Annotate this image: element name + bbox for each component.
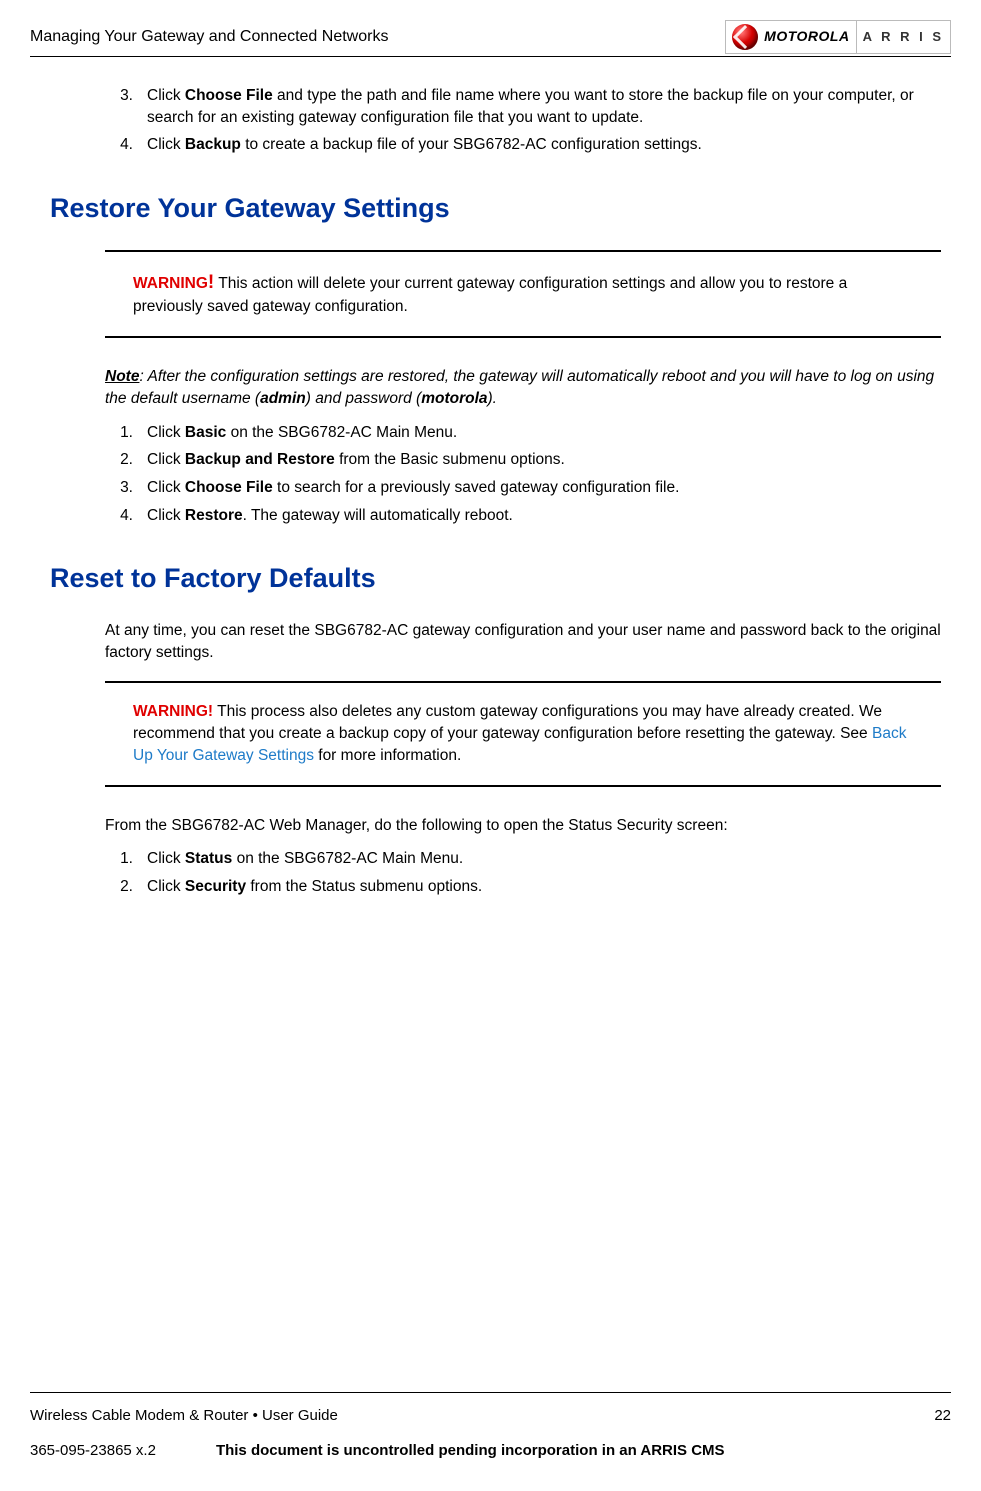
- footer-doc-number: 365-095-23865 x.2: [30, 1440, 156, 1461]
- list-item: 4. Click Backup to create a backup file …: [133, 134, 941, 156]
- step-text-suffix: on the SBG6782-AC Main Menu.: [226, 424, 457, 441]
- step-number: 3.: [105, 477, 133, 499]
- warning-text: This process also deletes any custom gat…: [133, 703, 882, 742]
- list-item: 4. Click Restore. The gateway will autom…: [133, 505, 941, 527]
- note-text: ) and password (: [306, 390, 421, 407]
- step-text-bold: Backup: [185, 136, 241, 153]
- step-number: 1.: [105, 848, 133, 870]
- step-number: 4.: [105, 134, 133, 156]
- step-text-bold: Choose File: [185, 87, 273, 104]
- motorola-logo: MOTOROLA: [725, 20, 856, 54]
- note-admin: admin: [260, 390, 306, 407]
- warning-text: This action will delete your current gat…: [133, 275, 847, 316]
- footer-notice: This document is uncontrolled pending in…: [216, 1440, 725, 1461]
- step-text-suffix: to search for a previously saved gateway…: [273, 479, 680, 496]
- footer-page-number: 22: [934, 1405, 951, 1426]
- step-text-suffix: from the Status submenu options.: [246, 878, 482, 895]
- list-item: 1. Click Status on the SBG6782-AC Main M…: [133, 848, 941, 870]
- step-text-suffix: from the Basic submenu options.: [335, 451, 565, 468]
- step-number: 4.: [105, 505, 133, 527]
- step-text-prefix: Click: [147, 451, 185, 468]
- page-header: Managing Your Gateway and Connected Netw…: [30, 20, 951, 57]
- note-paragraph: Note: After the configuration settings a…: [105, 366, 941, 409]
- heading-reset: Reset to Factory Defaults: [50, 560, 941, 598]
- motorola-icon: [732, 24, 758, 50]
- step-text-prefix: Click: [147, 136, 185, 153]
- note-text: : After the configuration settings are r…: [105, 368, 934, 407]
- step-number: 3.: [105, 85, 133, 107]
- list-item: 3. Click Choose File and type the path a…: [133, 85, 941, 128]
- footer-doc-title: Wireless Cable Modem & Router • User Gui…: [30, 1405, 338, 1426]
- step-number: 1.: [105, 422, 133, 444]
- warning-label: WARNING: [133, 275, 208, 292]
- step-text-prefix: Click: [147, 424, 185, 441]
- note-label: Note: [105, 368, 139, 385]
- step-text-bold: Backup and Restore: [185, 451, 335, 468]
- step-text-suffix: on the SBG6782-AC Main Menu.: [232, 850, 463, 867]
- reset-intro: At any time, you can reset the SBG6782-A…: [105, 620, 941, 663]
- step-text-bold: Restore: [185, 507, 243, 524]
- footer-row-1: Wireless Cable Modem & Router • User Gui…: [30, 1405, 951, 1426]
- footer-row-2: 365-095-23865 x.2 This document is uncon…: [30, 1440, 951, 1461]
- page-footer: Wireless Cable Modem & Router • User Gui…: [30, 1392, 951, 1461]
- top-step-list: 3. Click Choose File and type the path a…: [105, 85, 941, 156]
- step-text-prefix: Click: [147, 878, 185, 895]
- header-logos: MOTOROLA A R R I S: [725, 20, 951, 54]
- step-text-bold: Status: [185, 850, 232, 867]
- step-text-bold: Security: [185, 878, 246, 895]
- reset-presteps: From the SBG6782-AC Web Manager, do the …: [105, 815, 941, 837]
- warning-label: WARNING!: [133, 703, 213, 720]
- arris-logo: A R R I S: [857, 20, 951, 54]
- list-item: 2. Click Security from the Status submen…: [133, 876, 941, 898]
- step-text-bold: Choose File: [185, 479, 273, 496]
- list-item: 3. Click Choose File to search for a pre…: [133, 477, 941, 499]
- page-content: 3. Click Choose File and type the path a…: [30, 85, 951, 898]
- step-text-suffix: to create a backup file of your SBG6782-…: [241, 136, 702, 153]
- heading-restore: Restore Your Gateway Settings: [50, 190, 941, 228]
- header-title: Managing Your Gateway and Connected Netw…: [30, 26, 388, 48]
- step-text-prefix: Click: [147, 479, 185, 496]
- warning-callout-reset: WARNING! This process also deletes any c…: [105, 681, 941, 786]
- step-text-prefix: Click: [147, 87, 185, 104]
- note-motorola: motorola: [421, 390, 487, 407]
- step-number: 2.: [105, 449, 133, 471]
- step-text-prefix: Click: [147, 850, 185, 867]
- warning-text: for more information.: [314, 747, 461, 764]
- step-text-suffix: . The gateway will automatically reboot.: [243, 507, 513, 524]
- motorola-logo-text: MOTOROLA: [764, 27, 849, 47]
- warning-callout-restore: WARNING! This action will delete your cu…: [105, 250, 941, 338]
- list-item: 2. Click Backup and Restore from the Bas…: [133, 449, 941, 471]
- list-item: 1. Click Basic on the SBG6782-AC Main Me…: [133, 422, 941, 444]
- reset-step-list: 1. Click Status on the SBG6782-AC Main M…: [105, 848, 941, 897]
- arris-logo-text: A R R I S: [863, 28, 944, 46]
- step-number: 2.: [105, 876, 133, 898]
- restore-step-list: 1. Click Basic on the SBG6782-AC Main Me…: [105, 422, 941, 527]
- step-text-bold: Basic: [185, 424, 226, 441]
- step-text-prefix: Click: [147, 507, 185, 524]
- note-text: ).: [488, 390, 497, 407]
- footer-divider: [30, 1392, 951, 1393]
